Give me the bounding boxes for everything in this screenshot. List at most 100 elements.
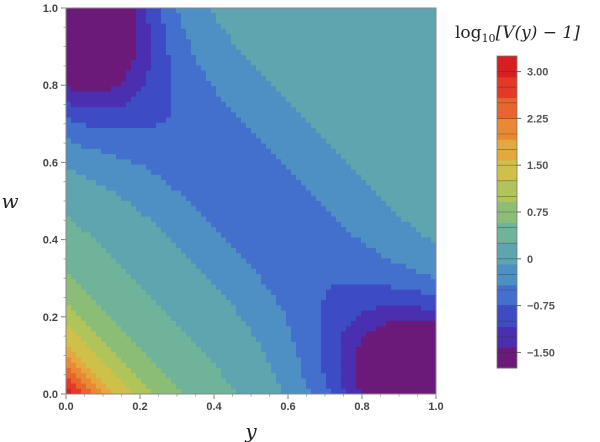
- contour-cell: [66, 91, 72, 98]
- contour-cell: [286, 320, 292, 327]
- contour-cell: [141, 284, 147, 291]
- contour-cell: [181, 60, 187, 66]
- contour-cell: [81, 86, 87, 93]
- contour-cell: [381, 383, 387, 390]
- contour-cell: [391, 216, 397, 223]
- contour-cell: [166, 159, 172, 166]
- contour-cell: [241, 185, 247, 192]
- contour-cell: [256, 112, 262, 119]
- contour-cell: [306, 242, 312, 249]
- contour-cell: [291, 23, 297, 30]
- contour-cell: [186, 60, 192, 66]
- contour-cell: [186, 253, 192, 259]
- contour-cell: [396, 60, 402, 66]
- contour-cell: [281, 373, 287, 379]
- contour-cell: [246, 39, 252, 46]
- contour-cell: [126, 159, 132, 166]
- contour-cell: [256, 107, 262, 113]
- contour-cell: [346, 227, 352, 233]
- contour-cell: [281, 133, 287, 140]
- contour-cell: [336, 388, 342, 394]
- contour-cell: [251, 373, 257, 379]
- contour-cell: [186, 268, 192, 275]
- contour-cell: [201, 258, 207, 265]
- contour-cell: [326, 289, 332, 296]
- contour-cell: [91, 96, 97, 103]
- contour-cell: [391, 242, 397, 249]
- contour-cell: [311, 133, 317, 140]
- contour-cell: [311, 336, 317, 343]
- contour-cell: [221, 305, 227, 312]
- contour-cell: [116, 357, 122, 364]
- contour-cell: [396, 383, 402, 390]
- contour-cell: [106, 13, 112, 20]
- contour-cell: [366, 357, 372, 364]
- contour-cell: [261, 148, 267, 155]
- contour-cell: [176, 133, 182, 140]
- contour-cell: [136, 336, 142, 343]
- contour-cell: [211, 268, 217, 275]
- contour-cell: [306, 148, 312, 155]
- contour-cell: [81, 341, 87, 348]
- contour-cell: [76, 201, 82, 207]
- contour-cell: [191, 154, 197, 160]
- contour-cell: [76, 315, 82, 322]
- contour-cell: [241, 300, 247, 306]
- contour-cell: [346, 300, 352, 306]
- contour-cell: [366, 258, 372, 265]
- contour-cell: [96, 154, 102, 160]
- contour-cell: [301, 44, 307, 51]
- contour-cell: [266, 253, 272, 259]
- contour-cell: [206, 274, 212, 280]
- contour-cell: [81, 211, 87, 218]
- contour-cell: [366, 289, 372, 296]
- contour-cell: [156, 164, 162, 171]
- contour-cell: [151, 227, 157, 233]
- contour-cell: [236, 310, 242, 317]
- contour-cell: [141, 336, 147, 343]
- contour-cell: [371, 383, 377, 390]
- contour-cell: [391, 352, 397, 359]
- contour-cell: [126, 164, 132, 171]
- contour-cell: [371, 60, 377, 66]
- contour-cell: [181, 237, 187, 244]
- contour-cell: [286, 357, 292, 364]
- contour-cell: [336, 28, 342, 35]
- contour-cell: [116, 96, 122, 103]
- contour-cell: [326, 373, 332, 379]
- contour-cell: [251, 378, 257, 385]
- contour-cell: [316, 320, 322, 327]
- contour-cell: [186, 148, 192, 155]
- contour-cell: [396, 133, 402, 140]
- contour-cell: [96, 305, 102, 312]
- contour-cell: [266, 101, 272, 108]
- contour-cell: [371, 315, 377, 322]
- contour-cell: [91, 60, 97, 66]
- contour-cell: [276, 164, 282, 171]
- contour-cell: [256, 201, 262, 207]
- contour-cell: [211, 352, 217, 359]
- contour-cell: [156, 91, 162, 98]
- contour-cell: [281, 258, 287, 265]
- contour-cell: [156, 60, 162, 66]
- contour-cell: [126, 305, 132, 312]
- contour-cell: [306, 206, 312, 213]
- contour-cell: [271, 169, 277, 176]
- contour-cell: [281, 107, 287, 113]
- contour-cell: [216, 315, 222, 322]
- contour-cell: [86, 174, 92, 181]
- contour-cell: [81, 23, 87, 30]
- contour-cell: [351, 227, 357, 233]
- contour-cell: [126, 65, 132, 72]
- contour-cell: [316, 221, 322, 228]
- contour-cell: [276, 305, 282, 312]
- contour-cell: [291, 289, 297, 296]
- contour-cell: [366, 34, 372, 40]
- contour-cell: [371, 320, 377, 327]
- contour-cell: [206, 70, 212, 77]
- contour-cell: [91, 101, 97, 108]
- contour-cell: [256, 143, 262, 150]
- contour-cell: [176, 247, 182, 254]
- contour-cell: [176, 352, 182, 359]
- contour-cell: [291, 107, 297, 113]
